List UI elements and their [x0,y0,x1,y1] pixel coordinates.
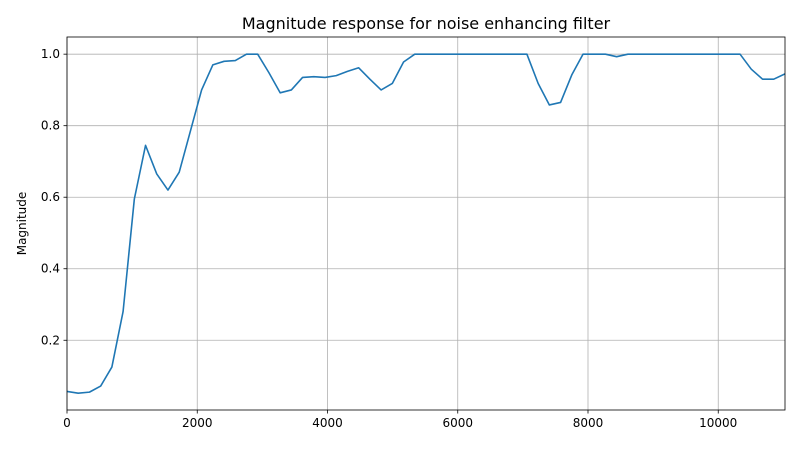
ticks-layer: 0 2000 4000 6000 8000 10000 0.2 0.4 0.6 0.8 1.0 [41,47,737,430]
grid-layer [66,37,785,410]
x-tick-label: 4000 [312,416,343,430]
series-line [67,53,785,394]
x-tick-label: 2000 [182,416,213,430]
plot-frame [66,36,786,411]
y-tick-label: 0.2 [41,333,60,347]
x-tick-label: 8000 [573,416,604,430]
y-tick-label: 1.0 [41,47,60,61]
x-tick-label: 10000 [699,416,737,430]
x-tick-label: 0 [63,416,71,430]
y-tick-label: 0.6 [41,190,60,204]
y-tick-label: 0.4 [41,262,60,276]
y-tick-label: 0.8 [41,119,60,133]
chart-title: Magnitude response for noise enhancing f… [242,14,611,33]
x-tick-label: 6000 [442,416,473,430]
series-layer [67,53,785,394]
y-axis-label: Magnitude [15,192,29,256]
